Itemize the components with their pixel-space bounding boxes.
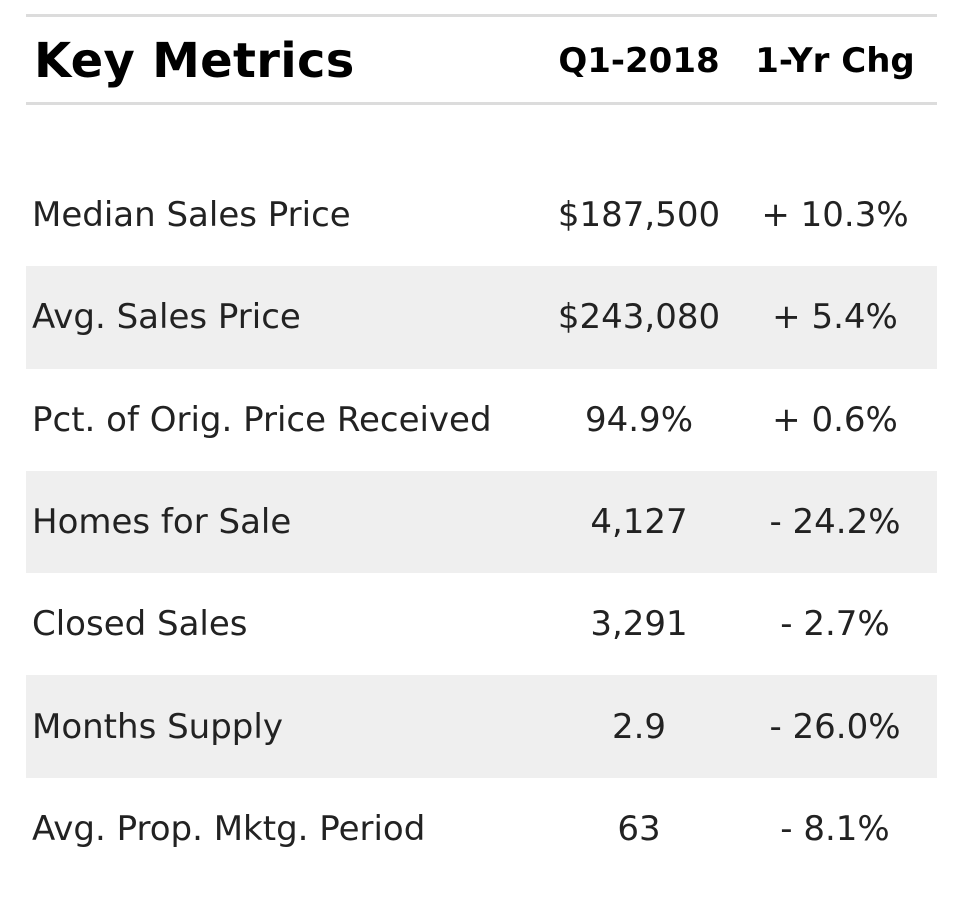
- metric-change: - 2.7%: [780, 604, 890, 645]
- column-header-change: 1-Yr Chg: [755, 41, 915, 81]
- metric-label: Avg. Prop. Mktg. Period: [32, 808, 426, 849]
- metric-change: + 10.3%: [761, 195, 909, 236]
- metric-value: 2.9: [611, 706, 667, 747]
- metric-value: 94.9%: [584, 399, 693, 440]
- table-row: Avg. Prop. Mktg. Period 63 - 8.1%: [26, 778, 937, 880]
- table-row: Pct. of Orig. Price Received 94.9% + 0.6…: [26, 369, 937, 471]
- table-row: Closed Sales 3,291 - 2.7%: [26, 573, 937, 675]
- table-row: Median Sales Price $187,500 + 10.3%: [26, 164, 937, 266]
- table-header: Key Metrics Q1-2018 1-Yr Chg: [26, 17, 937, 102]
- header-divider: [26, 102, 937, 105]
- page-title: Key Metrics: [34, 33, 355, 89]
- metric-value: $187,500: [557, 195, 721, 236]
- metric-value: 4,127: [590, 502, 688, 543]
- metric-change: - 26.0%: [769, 706, 901, 747]
- table-row: Months Supply 2.9 - 26.0%: [26, 675, 937, 778]
- top-divider: [26, 14, 937, 17]
- metric-value: 3,291: [590, 604, 688, 645]
- metric-change: + 0.6%: [772, 399, 898, 440]
- metric-label: Homes for Sale: [32, 502, 292, 543]
- table-row: Homes for Sale 4,127 - 24.2%: [26, 470, 937, 574]
- metric-label: Avg. Sales Price: [32, 297, 301, 338]
- metric-change: - 24.2%: [769, 502, 901, 543]
- metric-label: Pct. of Orig. Price Received: [32, 399, 492, 440]
- metric-change: - 8.1%: [780, 808, 890, 849]
- column-header-period: Q1-2018: [558, 41, 720, 81]
- table-row: Avg. Sales Price $243,080 + 5.4%: [26, 266, 937, 369]
- metric-value: $243,080: [557, 297, 721, 338]
- metric-label: Median Sales Price: [32, 195, 351, 236]
- metric-label: Closed Sales: [32, 604, 248, 645]
- metric-value: 63: [617, 808, 661, 849]
- metric-change: + 5.4%: [772, 297, 898, 338]
- metric-label: Months Supply: [32, 706, 283, 747]
- metrics-table: Median Sales Price $187,500 + 10.3% Avg.…: [26, 164, 937, 880]
